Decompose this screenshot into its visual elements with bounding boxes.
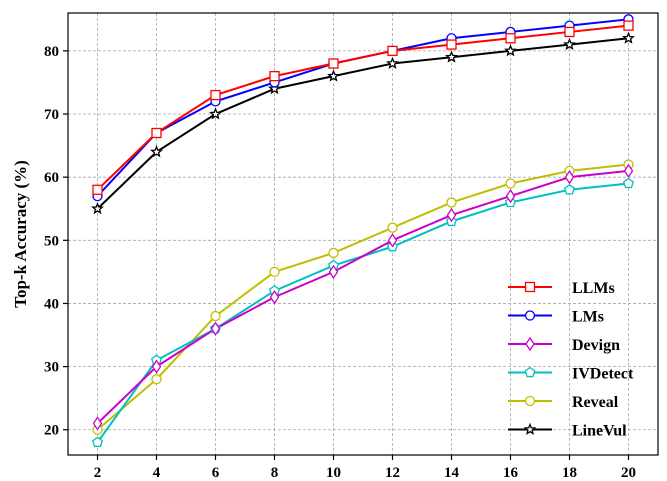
- series-line-reveal: [96, 163, 629, 431]
- x-tick-label: 4: [153, 465, 161, 481]
- data-point-linevul: [327, 69, 340, 82]
- data-point-reveal: [269, 266, 280, 278]
- y-tick-label: 70: [44, 107, 59, 123]
- legend-marker-ivdetect: [524, 366, 536, 378]
- data-point-devign: [92, 416, 103, 431]
- y-axis-label: Top-k Accuracy (%): [11, 160, 30, 308]
- y-axis-ticks: 20 30 40 50 60 70 80: [44, 44, 68, 439]
- x-tick-label: 10: [326, 465, 341, 481]
- series-line-linevul: [96, 37, 629, 210]
- x-axis-ticks: 2 4 6 8 10 12 14 16 18 20: [94, 455, 636, 481]
- data-point-reveal: [446, 197, 457, 208]
- x-tick-label: 6: [212, 465, 220, 481]
- x-tick-label: 20: [621, 465, 636, 481]
- y-tick-label: 20: [44, 423, 59, 439]
- grid: [68, 13, 658, 455]
- series-line-llms: [96, 24, 629, 191]
- legend-label-lms: LMs: [572, 309, 604, 326]
- legend-label-reveal: Reveal: [572, 394, 619, 411]
- x-tick-label: 16: [503, 465, 519, 481]
- data-point-linevul: [622, 31, 635, 44]
- y-tick-label: 50: [44, 233, 59, 249]
- data-point-ivdetect: [622, 177, 635, 189]
- data-point-reveal: [210, 310, 221, 322]
- data-point-linevul: [268, 82, 281, 95]
- legend-label-ivdetect: IVDetect: [572, 366, 634, 383]
- series-line-ivdetect: [96, 182, 629, 443]
- data-point-linevul: [150, 145, 163, 158]
- data-point-devign: [387, 233, 398, 248]
- legend-label-linevul: LineVul: [572, 423, 627, 440]
- legend-marker-lms: [524, 310, 536, 321]
- x-tick-label: 2: [94, 465, 102, 481]
- data-point-llms: [446, 39, 457, 50]
- legend: LLMs LMs Devign IVDetect Reveal LineVul: [508, 280, 634, 440]
- data-point-reveal: [505, 178, 516, 189]
- legend-marker-linevul: [523, 422, 537, 435]
- data-point-llms: [505, 33, 516, 44]
- x-tick-label: 12: [385, 465, 400, 481]
- data-point-linevul: [91, 201, 104, 215]
- data-point-ivdetect: [563, 183, 576, 195]
- y-tick-label: 60: [44, 170, 59, 186]
- legend-label-llms: LLMs: [572, 280, 615, 297]
- data-point-linevul: [445, 50, 458, 63]
- data-point-llms: [269, 70, 280, 82]
- plot-frame: [67, 12, 659, 456]
- data-point-linevul: [386, 56, 399, 69]
- data-point-devign: [564, 169, 575, 185]
- x-tick-label: 14: [444, 465, 460, 481]
- data-point-devign: [328, 264, 339, 280]
- y-tick-label: 40: [44, 296, 59, 312]
- series-markers: [91, 14, 635, 448]
- data-point-llms: [210, 89, 221, 101]
- data-point-llms: [328, 58, 339, 69]
- legend-marker-devign: [525, 336, 535, 352]
- legend-label-devign: Devign: [572, 337, 620, 354]
- data-point-devign: [269, 289, 280, 305]
- data-point-ivdetect: [91, 436, 104, 448]
- data-point-devign: [151, 359, 162, 374]
- data-point-reveal: [151, 374, 162, 385]
- data-point-linevul: [563, 37, 576, 51]
- x-tick-label: 8: [271, 465, 279, 481]
- legend-marker-llms: [524, 281, 536, 293]
- series-lines: [96, 18, 629, 443]
- data-point-devign: [446, 207, 457, 223]
- y-tick-label: 30: [44, 360, 59, 376]
- data-point-devign: [505, 188, 516, 204]
- data-point-linevul: [209, 107, 222, 120]
- data-point-llms: [564, 26, 575, 38]
- data-point-reveal: [328, 247, 339, 259]
- data-point-devign: [623, 163, 634, 179]
- data-point-llms: [623, 20, 634, 31]
- data-point-reveal: [387, 222, 398, 233]
- data-point-llms: [387, 45, 398, 57]
- data-point-llms: [92, 184, 103, 195]
- y-tick-label: 80: [44, 44, 59, 60]
- data-point-devign: [210, 321, 221, 336]
- series-line-devign: [96, 169, 629, 425]
- x-tick-label: 18: [562, 465, 577, 481]
- legend-marker-reveal: [524, 395, 536, 407]
- data-point-linevul: [504, 44, 517, 57]
- data-point-llms: [151, 127, 162, 139]
